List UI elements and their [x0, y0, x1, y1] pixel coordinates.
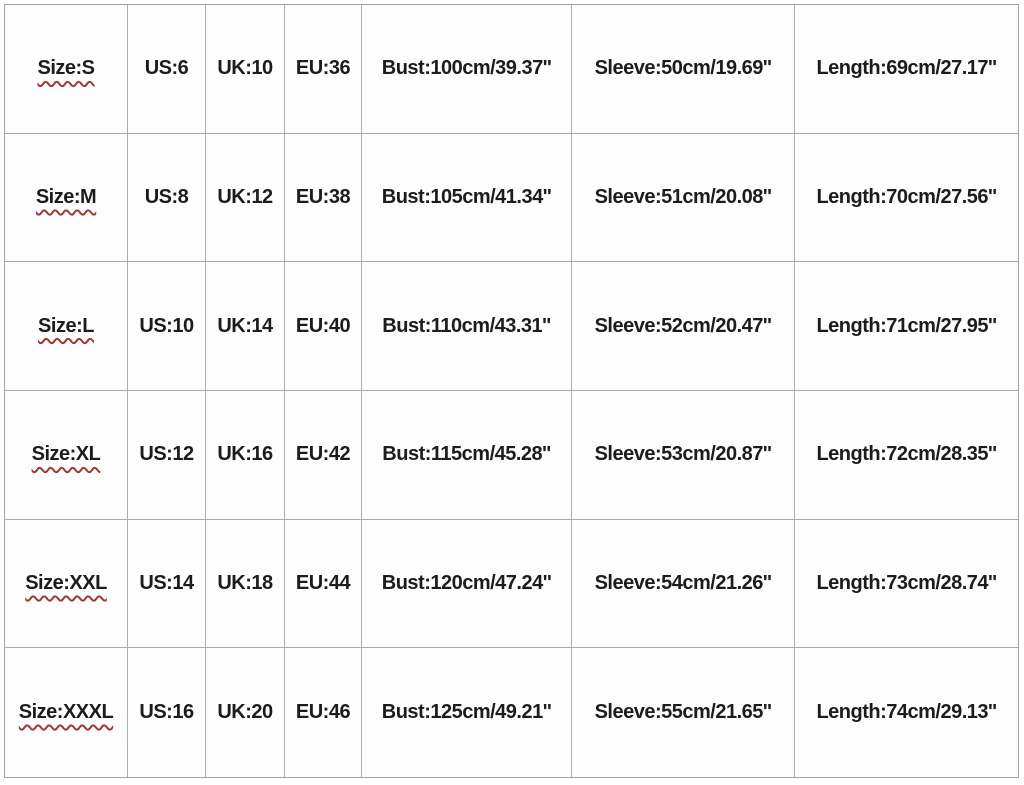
table-row: Size:XXL US:14 UK:18 EU:44 Bust:120cm/47…: [5, 519, 1018, 649]
size-label: Size:XXXL: [18, 701, 114, 724]
table-row: Size:XL US:12 UK:16 EU:42 Bust:115cm/45.…: [5, 391, 1018, 520]
sleeve-cell: Sleeve:54cm/21.26'': [572, 519, 795, 648]
us-size-cell: US:14: [128, 519, 206, 648]
size-cell: Size:XXXL: [5, 648, 128, 777]
size-label: Size:S: [37, 57, 95, 80]
size-cell: Size:XL: [5, 391, 128, 519]
uk-size-cell: UK:14: [206, 262, 285, 390]
bust-cell: Bust:105cm/41.34'': [362, 133, 572, 262]
us-size-cell: US:12: [128, 391, 206, 519]
bust-cell: Bust:100cm/39.37'': [362, 5, 572, 133]
eu-size-cell: EU:38: [285, 133, 362, 262]
size-chart-table: Size:S US:6 UK:10 EU:36 Bust:100cm/39.37…: [4, 4, 1019, 778]
table-row: Size:S US:6 UK:10 EU:36 Bust:100cm/39.37…: [5, 5, 1018, 134]
size-cell: Size:XXL: [5, 519, 128, 648]
table-row: Size:L US:10 UK:14 EU:40 Bust:110cm/43.3…: [5, 262, 1018, 391]
uk-size-cell: UK:12: [206, 133, 285, 262]
eu-size-cell: EU:40: [285, 262, 362, 390]
us-size-cell: US:16: [128, 648, 206, 777]
us-size-cell: US:8: [128, 133, 206, 262]
eu-size-cell: EU:42: [285, 391, 362, 519]
length-cell: Length:74cm/29.13'': [816, 701, 997, 724]
length-cell: Length:69cm/27.17'': [816, 57, 997, 80]
sleeve-cell: Sleeve:50cm/19.69'': [572, 5, 795, 133]
eu-size-cell: EU:46: [285, 648, 362, 777]
length-cell: Length:70cm/27.56'': [816, 185, 997, 208]
sleeve-cell: Sleeve:51cm/20.08'': [572, 133, 795, 262]
size-label: Size:L: [38, 314, 94, 337]
size-label: Size:XL: [31, 443, 101, 466]
table-row: Size:M US:8 UK:12 EU:38 Bust:105cm/41.34…: [5, 133, 1018, 263]
uk-size-cell: UK:10: [206, 5, 285, 133]
us-size-cell: US:6: [128, 5, 206, 133]
sleeve-cell: Sleeve:53cm/20.87'': [572, 391, 795, 519]
size-cell: Size:S: [5, 5, 128, 133]
size-label: Size:M: [35, 185, 97, 208]
length-cell: Length:71cm/27.95'': [816, 314, 997, 337]
table-row: Size:XXXL US:16 UK:20 EU:46 Bust:125cm/4…: [5, 648, 1018, 777]
length-cell: Length:72cm/28.35'': [816, 443, 997, 466]
bust-cell: Bust:125cm/49.21'': [362, 648, 572, 777]
sleeve-cell: Sleeve:52cm/20.47'': [572, 262, 795, 390]
us-size-cell: US:10: [128, 262, 206, 390]
sleeve-cell: Sleeve:55cm/21.65'': [572, 648, 795, 777]
size-cell: Size:M: [5, 133, 128, 262]
bust-cell: Bust:110cm/43.31'': [362, 262, 572, 390]
size-label: Size:XXL: [25, 571, 107, 594]
uk-size-cell: UK:18: [206, 519, 285, 648]
bust-cell: Bust:115cm/45.28'': [362, 391, 572, 519]
size-cell: Size:L: [5, 262, 128, 390]
length-cell: Length:73cm/28.74'': [816, 571, 997, 594]
uk-size-cell: UK:16: [206, 391, 285, 519]
eu-size-cell: EU:36: [285, 5, 362, 133]
eu-size-cell: EU:44: [285, 519, 362, 648]
bust-cell: Bust:120cm/47.24'': [362, 519, 572, 648]
uk-size-cell: UK:20: [206, 648, 285, 777]
